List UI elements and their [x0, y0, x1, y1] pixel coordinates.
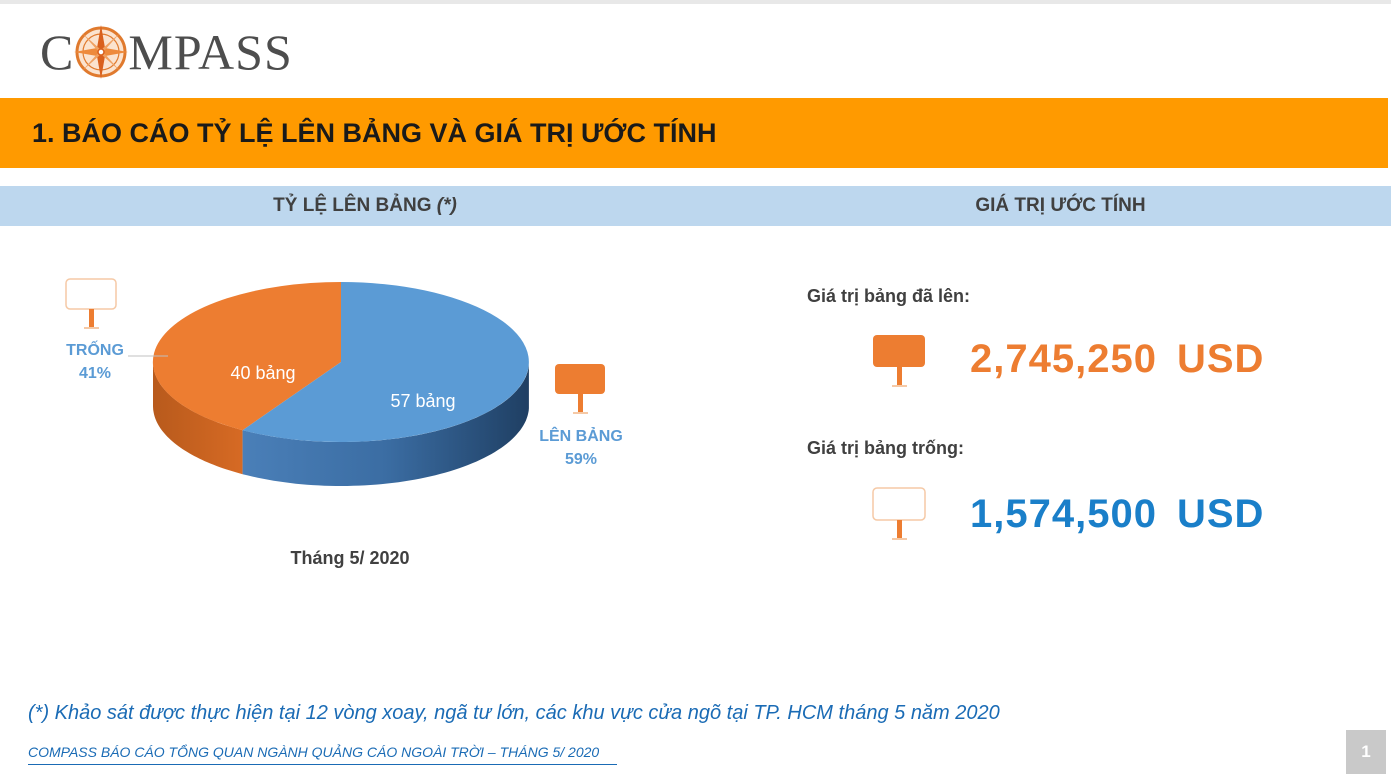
footer-report-title: COMPASS BÁO CÁO TỔNG QUAN NGÀNH QUẢNG CÁ… — [28, 744, 618, 765]
empty-value-number: 1,574,500 — [970, 492, 1157, 536]
legend-len-bang-label: LÊN BẢNG — [539, 428, 623, 445]
compass-icon — [74, 25, 129, 79]
billboard-filled-icon — [873, 335, 925, 387]
billboard-filled-icon — [555, 364, 605, 414]
used-value: 2,745,250 USD — [970, 337, 1264, 382]
legend-trong-percent: 41% — [78, 365, 112, 382]
pie-slice-trong — [152, 281, 341, 431]
legend-len-bang-percent: 59% — [564, 451, 598, 468]
page-number: 1 — [1346, 730, 1386, 774]
section-banner: 1. BÁO CÁO TỶ LỆ LÊN BẢNG VÀ GIÁ TRỊ ƯỚC… — [0, 98, 1388, 168]
subheader-right: GIÁ TRỊ ƯỚC TÍNH — [975, 195, 1146, 216]
chart-caption: Tháng 5/ 2020 — [290, 548, 410, 568]
pie-side-1 — [242, 364, 529, 486]
empty-value-unit: USD — [1176, 492, 1265, 536]
pie-chart: 40 bảng 57 bảng — [128, 281, 529, 486]
section-title: 1. BÁO CÁO TỶ LỆ LÊN BẢNG VÀ GIÁ TRỊ ƯỚC… — [32, 118, 717, 148]
logo-text-start: C — [40, 24, 75, 80]
subheader-left-suffix: (*) — [436, 195, 457, 216]
legend-trong-label: TRỐNG — [66, 342, 124, 359]
footnote: (*) Khảo sát được thực hiện tại 12 vòng … — [28, 702, 1000, 724]
legend-trong: TRỐNG 41% — [55, 339, 135, 385]
billboard-empty-icon — [872, 487, 926, 540]
used-value-number: 2,745,250 — [970, 337, 1157, 381]
subheader-left-text: TỶ LỆ LÊN BẢNG — [273, 195, 432, 216]
subheader-left: TỶ LỆ LÊN BẢNG (*) — [0, 186, 730, 226]
slice-data-label-len-bang: 57 bảng — [390, 391, 455, 411]
empty-value: 1,574,500 USD — [970, 492, 1264, 537]
pie-sides — [153, 362, 529, 486]
empty-value-label: Giá trị bảng trống: — [807, 438, 964, 458]
slice-data-label-trong: 40 bảng — [230, 363, 295, 383]
logo-text-end: MPASS — [128, 24, 293, 80]
used-value-label: Giá trị bảng đã lên: — [807, 286, 971, 306]
pie-tops — [152, 281, 529, 442]
used-value-unit: USD — [1176, 337, 1265, 381]
top-border — [0, 0, 1391, 4]
pie-side-0 — [153, 362, 243, 475]
legend-len-bang: LÊN BẢNG 59% — [528, 425, 634, 471]
subheader-bar: TỶ LỆ LÊN BẢNG (*) GIÁ TRỊ ƯỚC TÍNH — [0, 186, 1391, 226]
pie-slice-len-bang — [242, 282, 529, 442]
compass-logo: C MPASS — [40, 22, 293, 82]
billboard-empty-icon — [65, 278, 117, 329]
